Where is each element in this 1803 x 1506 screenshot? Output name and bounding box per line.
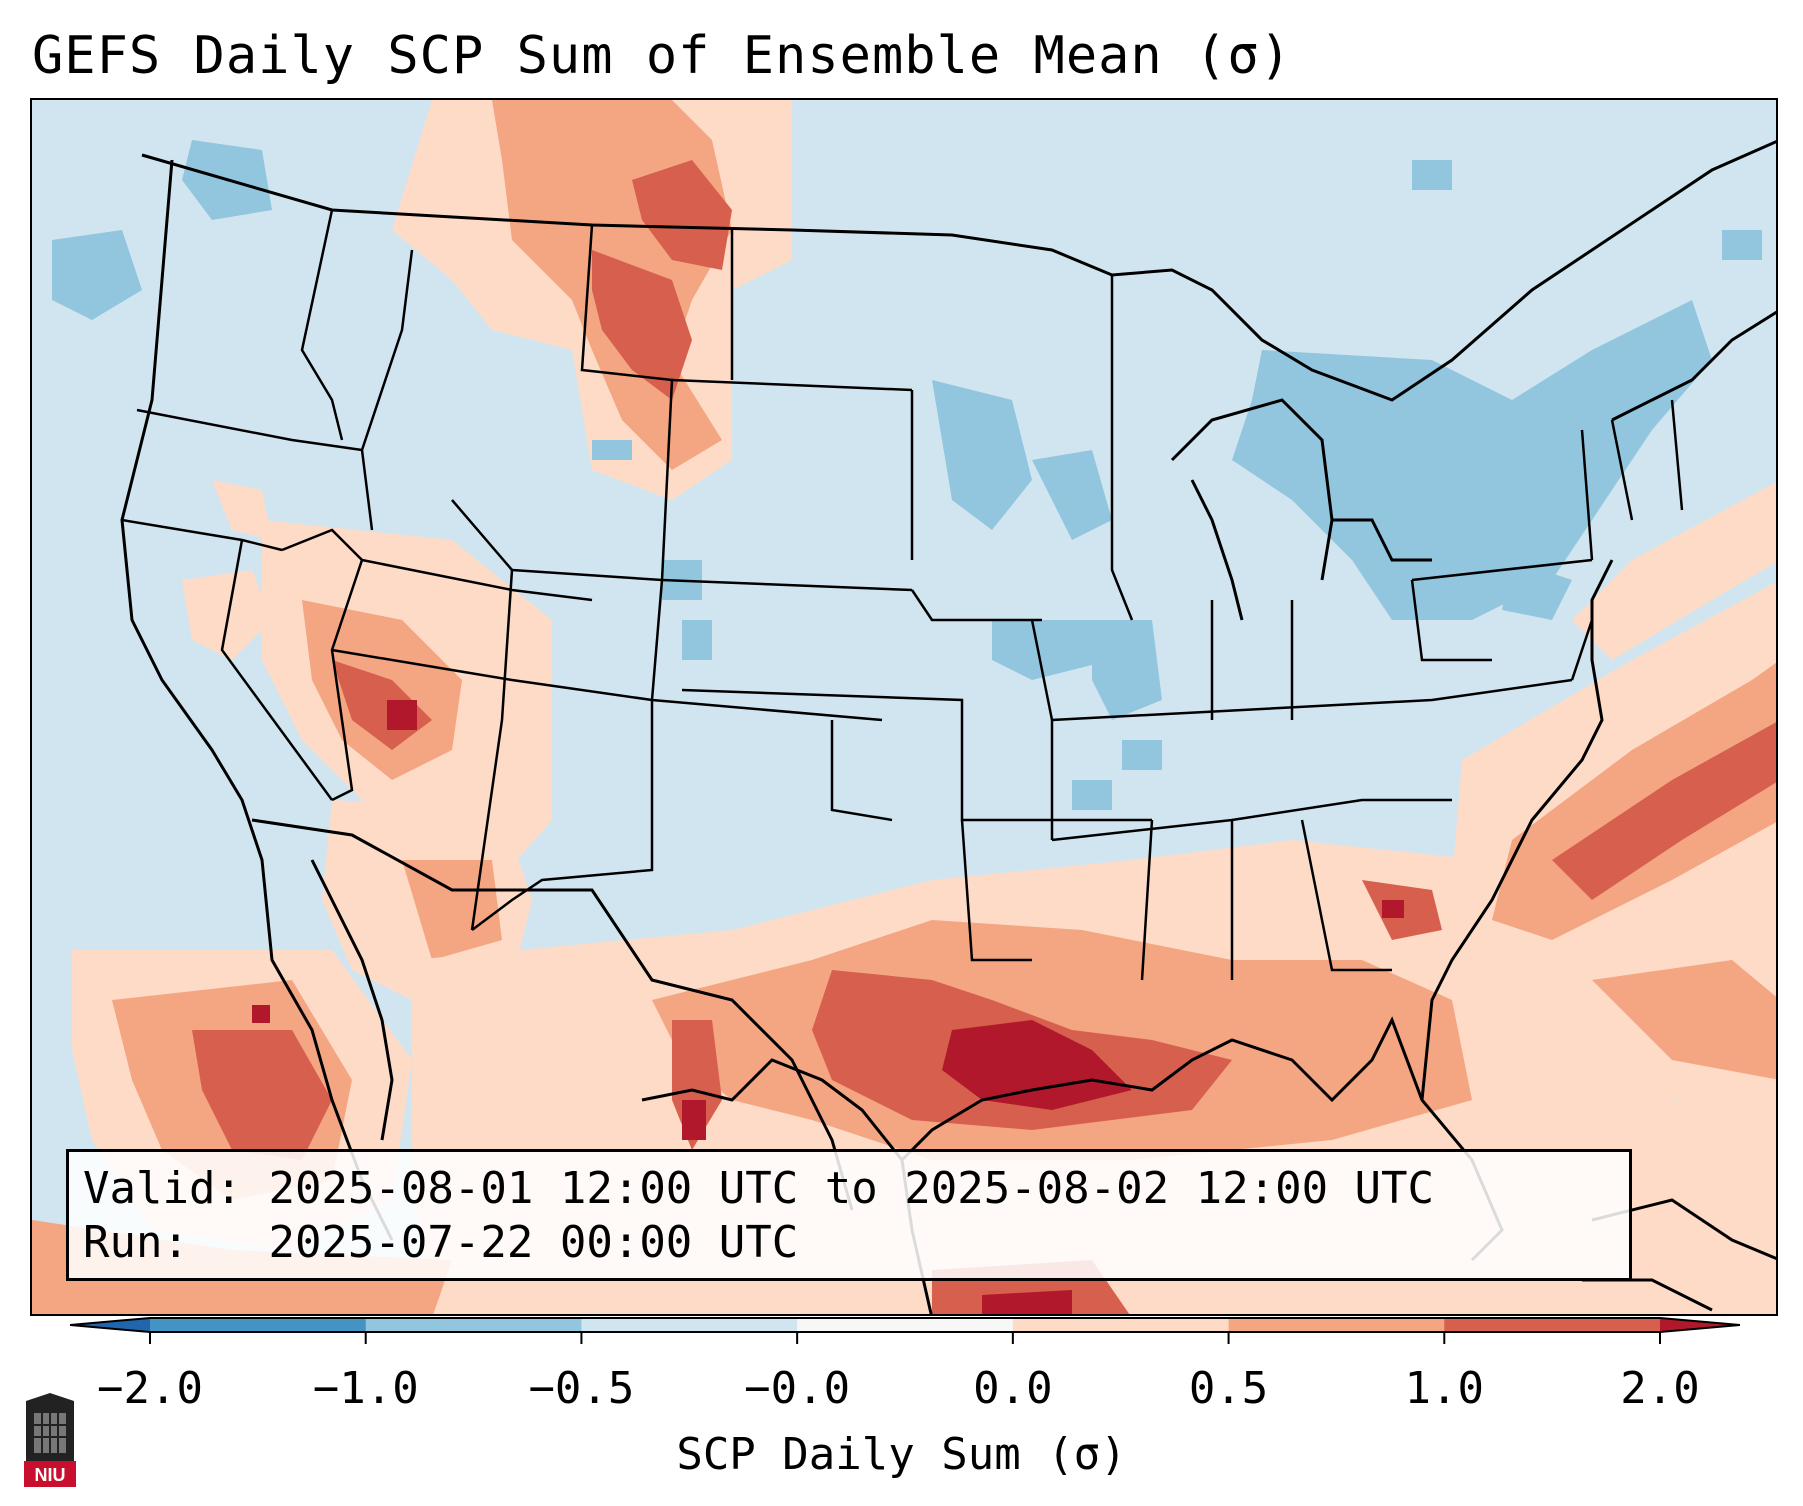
colorbar-segment [365,1318,582,1332]
valid-line: Valid: 2025-08-01 12:00 UTC to 2025-08-0… [83,1162,1615,1216]
valid-value: 2025-08-01 12:00 UTC to 2025-08-02 12:00… [268,1163,1435,1214]
negative-patches [52,140,1762,810]
chart-title: GEFS Daily SCP Sum of Ensemble Mean (σ) [32,26,1292,86]
colorbar-tick-label: −0.5 [528,1363,635,1414]
anomaly-southwest [322,800,532,1000]
colorbar-tick-label: −2.0 [97,1363,203,1414]
run-label: Run: [83,1217,189,1268]
state-borders [121,209,1684,981]
colorbar [69,1310,1741,1350]
colorbar-tick-label: −0.0 [744,1363,851,1414]
colorbar-tick-label: 0.5 [1188,1363,1269,1414]
colorbar-segment [797,1318,1014,1332]
colorbar-extend-max [1660,1318,1740,1332]
colorbar-extend-min [70,1318,150,1332]
colorbar-tick-label: 2.0 [1620,1363,1700,1414]
colorbar-tick-label: −1.0 [312,1363,419,1414]
niu-logo: NIU [20,1391,80,1491]
colorbar-segment [1228,1318,1445,1332]
scp-map [32,100,1776,1314]
colorbar-label: SCP Daily Sum (σ) [676,1429,1127,1480]
run-value: 2025-07-22 00:00 UTC [268,1217,799,1268]
valid-label: Valid: [83,1163,242,1214]
colorbar-segment [581,1318,798,1332]
colorbar-segment [1444,1318,1661,1332]
run-line: Run: 2025-07-22 00:00 UTC [83,1216,1615,1270]
niu-logo-icon: NIU [24,1393,76,1487]
colorbar-segment [150,1318,367,1332]
colorbar-tick-label: 1.0 [1404,1363,1485,1414]
map-panel [30,98,1778,1316]
country-borders [141,140,1776,1211]
anomaly-northern-plains [392,100,792,500]
logo-text: NIU [35,1465,66,1485]
info-box: Valid: 2025-08-01 12:00 UTC to 2025-08-0… [66,1149,1632,1281]
colorbar-svg [69,1317,1741,1344]
anomaly-atlantic [1452,482,1776,1149]
colorbar-tick-label: 0.0 [973,1363,1053,1414]
anomaly-great-basin [182,480,552,900]
colorbar-segment [1012,1318,1230,1332]
